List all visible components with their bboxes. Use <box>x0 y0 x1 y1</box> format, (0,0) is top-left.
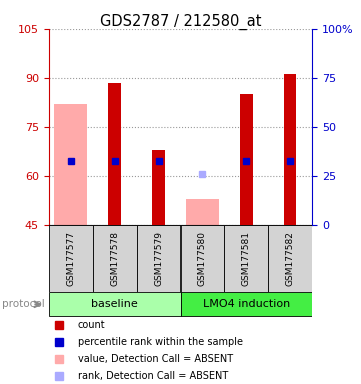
Text: rank, Detection Call = ABSENT: rank, Detection Call = ABSENT <box>78 371 228 381</box>
Bar <box>180 225 225 292</box>
Text: GSM177577: GSM177577 <box>66 231 75 286</box>
Text: GSM177578: GSM177578 <box>110 231 119 286</box>
Text: LMO4 induction: LMO4 induction <box>203 299 290 310</box>
Bar <box>49 225 93 292</box>
Text: GSM177580: GSM177580 <box>198 231 207 286</box>
Text: GSM177582: GSM177582 <box>286 231 295 286</box>
Bar <box>240 94 253 225</box>
Text: GSM177579: GSM177579 <box>154 231 163 286</box>
Text: protocol: protocol <box>2 299 44 310</box>
Bar <box>93 225 136 292</box>
Bar <box>54 104 87 225</box>
Bar <box>49 292 180 316</box>
Text: baseline: baseline <box>91 299 138 310</box>
Bar <box>152 149 165 225</box>
Text: GDS2787 / 212580_at: GDS2787 / 212580_at <box>100 13 261 30</box>
Text: value, Detection Call = ABSENT: value, Detection Call = ABSENT <box>78 354 233 364</box>
Text: count: count <box>78 320 105 330</box>
Text: GSM177581: GSM177581 <box>242 231 251 286</box>
Bar <box>284 74 296 225</box>
Bar <box>186 199 219 225</box>
Bar <box>136 225 180 292</box>
Bar <box>108 83 121 225</box>
Bar <box>225 225 268 292</box>
Bar <box>268 225 312 292</box>
Bar <box>180 292 312 316</box>
Text: percentile rank within the sample: percentile rank within the sample <box>78 337 243 347</box>
